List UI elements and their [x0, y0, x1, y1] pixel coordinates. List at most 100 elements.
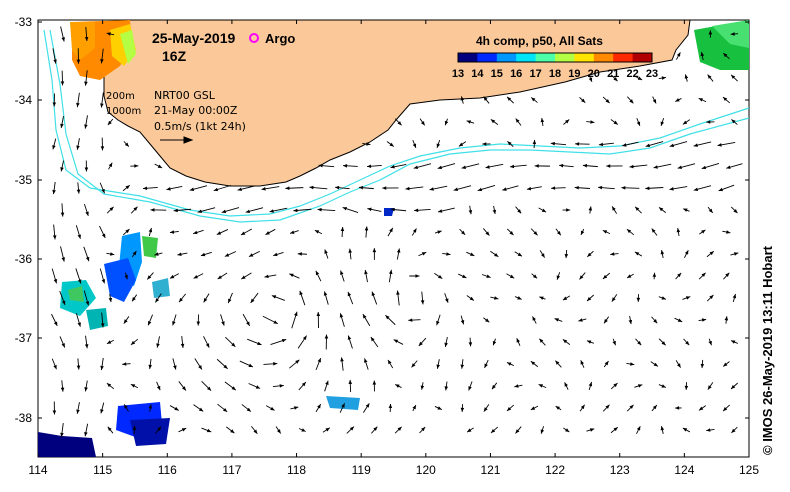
velocity-arrow [385, 314, 396, 326]
velocity-arrow [722, 230, 731, 234]
velocity-arrow [60, 422, 64, 438]
velocity-arrow [75, 268, 82, 284]
velocity-arrow [634, 384, 643, 388]
velocity-arrow [460, 96, 465, 104]
velocity-arrow [530, 228, 538, 236]
velocity-arrow [99, 182, 105, 194]
velocity-arrow [291, 311, 298, 329]
velocity-arrow [626, 362, 635, 366]
velocity-arrow [250, 292, 259, 304]
velocity-arrow [466, 251, 475, 257]
velocity-arrow [698, 97, 707, 103]
velocity-arrow [221, 207, 240, 214]
velocity-arrow [297, 252, 307, 256]
velocity-arrow [309, 185, 328, 190]
velocity-arrow [123, 316, 130, 324]
velocity-arrow [490, 296, 499, 300]
velocity-arrow [461, 163, 480, 169]
velocity-arrows [51, 26, 743, 438]
velocity-arrow [730, 206, 738, 214]
velocity-arrow [106, 32, 115, 36]
x-tick-label: 122 [545, 463, 565, 477]
velocity-arrow [682, 119, 691, 125]
velocity-arrow [434, 230, 442, 234]
velocity-arrow [411, 228, 417, 236]
velocity-arrow [408, 318, 421, 322]
velocity-arrow [466, 427, 474, 433]
velocity-arrow [706, 428, 715, 432]
velocity-arrow [538, 383, 547, 389]
velocity-arrow [264, 274, 277, 279]
velocity-arrow [483, 96, 490, 104]
velocity-arrow [100, 312, 105, 328]
velocity-arrow [442, 252, 451, 256]
velocity-arrow [364, 226, 369, 238]
velocity-arrow [684, 250, 689, 258]
velocity-arrow [597, 185, 615, 190]
velocity-arrow [390, 164, 407, 169]
velocity-arrow [169, 405, 179, 411]
velocity-arrow [239, 360, 254, 368]
velocity-arrow [271, 295, 286, 301]
velocity-arrow [107, 426, 114, 434]
colorbar-segment [593, 53, 614, 62]
velocity-arrow [60, 115, 64, 129]
velocity-arrow [394, 118, 402, 126]
velocity-arrow [108, 293, 113, 303]
velocity-arrow [178, 293, 186, 303]
velocity-arrow [651, 228, 658, 236]
velocity-arrow [130, 206, 138, 214]
velocity-arrow [420, 291, 425, 305]
velocity-arrow [708, 338, 712, 346]
velocity-arrow [611, 294, 618, 302]
velocity-arrow [107, 118, 114, 126]
velocity-arrow [730, 340, 738, 344]
y-tick-label: -36 [15, 252, 33, 266]
velocity-arrow [530, 97, 538, 103]
velocity-arrow [674, 317, 683, 323]
velocity-arrow [483, 404, 490, 412]
velocity-arrow [172, 314, 177, 326]
velocity-arrow [675, 406, 682, 410]
velocity-arrow [675, 272, 682, 280]
velocity-arrow [650, 361, 659, 367]
y-tick-label: -37 [15, 331, 33, 345]
velocity-arrow [484, 359, 489, 369]
colorbar-title: 4h comp, p50, All Sats [476, 34, 603, 48]
velocity-arrow [293, 208, 312, 213]
velocity-arrow [682, 296, 691, 300]
velocity-arrow [224, 251, 237, 257]
velocity-arrow [588, 73, 593, 83]
velocity-arrow [436, 139, 441, 149]
x-tick-label: 123 [610, 463, 630, 477]
velocity-arrow [610, 382, 618, 390]
velocity-arrow [343, 164, 358, 168]
colorbar-tick-label: 13 [452, 68, 464, 80]
velocity-arrow [51, 268, 58, 284]
velocity-arrow [240, 228, 252, 236]
velocity-arrow [602, 272, 611, 280]
colorbar-tick-label: 22 [626, 68, 638, 80]
velocity-arrow [468, 205, 473, 215]
velocity-arrow [123, 404, 129, 412]
velocity-arrow [580, 360, 585, 368]
velocity-arrow [724, 316, 729, 324]
velocity-arrow [298, 381, 307, 391]
velocity-arrow [178, 381, 187, 391]
velocity-arrow [684, 74, 689, 82]
velocity-arrow [534, 164, 551, 168]
velocity-arrow [248, 383, 261, 389]
velocity-arrow [700, 51, 705, 61]
velocity-arrow [707, 74, 714, 82]
velocity-arrow [251, 425, 258, 435]
velocity-arrow [539, 250, 546, 258]
velocity-arrow [626, 404, 634, 412]
velocity-arrow [148, 358, 153, 370]
velocity-arrow [364, 358, 369, 370]
colorbar-segment [613, 53, 634, 62]
velocity-arrow [626, 273, 634, 279]
velocity-arrow [335, 185, 350, 190]
velocity-arrow [676, 228, 681, 236]
velocity-arrow [371, 291, 378, 305]
